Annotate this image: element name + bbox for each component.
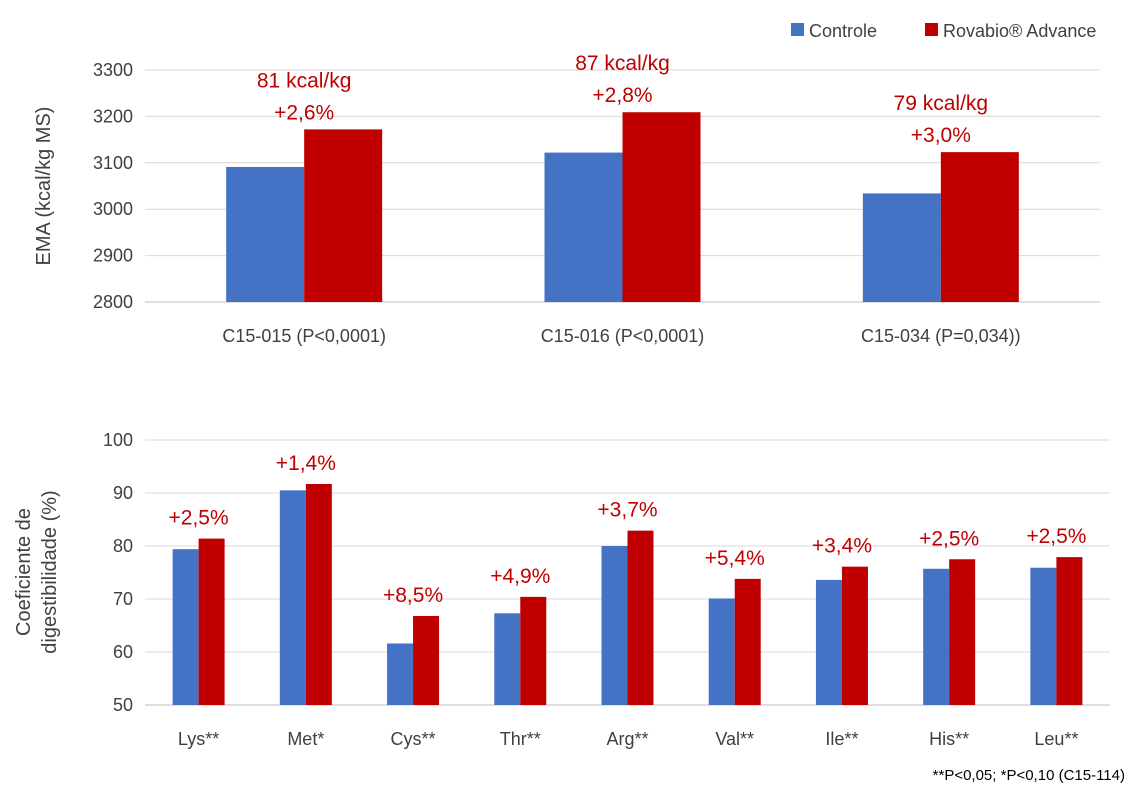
legend-swatch-controle (791, 23, 804, 36)
gain-annotation: +3,4% (812, 535, 872, 558)
gain-annotation-percent: +2,6% (274, 101, 334, 124)
gain-annotation-kcal: 81 kcal/kg (257, 69, 352, 92)
category-label: Lys** (178, 729, 219, 749)
y-tick-label: 3000 (93, 199, 133, 219)
y-tick-label: 50 (113, 695, 133, 715)
category-label: C15-016 (P<0,0001) (541, 326, 705, 346)
bar-controle (708, 598, 735, 705)
category-label: Ile** (825, 729, 858, 749)
legend-label-controle: Controle (809, 21, 877, 41)
gain-annotation-percent: +2,8% (592, 84, 652, 107)
bar-rovabio (520, 596, 547, 705)
y-tick-label: 100 (103, 430, 133, 450)
gain-annotation: +1,4% (276, 452, 336, 475)
y-axis-label-line: Coeficiente de (13, 508, 35, 636)
gain-annotation: +3,7% (597, 499, 657, 522)
gain-annotation: +2,5% (1026, 525, 1086, 548)
category-label: Met* (287, 729, 324, 749)
gain-annotation: +8,5% (383, 584, 443, 607)
digestibility-chart: 50 60 70 80 90 100 Coeficiente de digestibilida… (13, 430, 1110, 749)
bar-controle (923, 568, 950, 705)
category-label: His** (929, 729, 969, 749)
gain-annotation: +2,5% (919, 527, 979, 550)
y-tick-label: 90 (113, 483, 133, 503)
bar-controle (226, 166, 305, 302)
gain-annotation: +2,5% (169, 507, 229, 530)
y-tick-label: 3300 (93, 60, 133, 80)
category-label: Thr** (500, 729, 541, 749)
bar-rovabio (413, 615, 440, 705)
bar-controle (279, 490, 306, 705)
category-label: Arg** (606, 729, 648, 749)
y-axis-label: EMA (kcal/kg MS) (33, 107, 55, 266)
bar-rovabio (940, 152, 1019, 302)
bar-controle (494, 613, 521, 705)
bar-controle (815, 579, 842, 705)
legend: Controle Rovabio® Advance (791, 21, 1096, 41)
gain-annotation: +4,9% (490, 565, 550, 588)
bar-controle (1030, 567, 1057, 705)
gain-annotation-kcal: 87 kcal/kg (575, 52, 670, 75)
y-tick-label: 80 (113, 536, 133, 556)
y-tick-label: 60 (113, 642, 133, 662)
bar-controle (601, 546, 628, 705)
category-label: C15-034 (P=0,034)) (861, 326, 1021, 346)
bar-rovabio (622, 112, 701, 302)
category-label: C15-015 (P<0,0001) (222, 326, 386, 346)
bar-rovabio (949, 559, 976, 705)
bar-rovabio (627, 530, 654, 705)
y-tick-label: 70 (113, 589, 133, 609)
legend-label-rovabio: Rovabio® Advance (943, 21, 1096, 41)
y-tick-label: 3200 (93, 106, 133, 126)
y-axis-label-line: digestibilidade (%) (39, 490, 61, 653)
footnote: **P<0,05; *P<0,10 (C15-114) (933, 767, 1125, 784)
legend-swatch-rovabio (925, 23, 938, 36)
category-label: Val** (715, 729, 754, 749)
y-tick-label: 2800 (93, 292, 133, 312)
gain-annotation-percent: +3,0% (911, 124, 971, 147)
ema-chart: 2800 2900 3000 3100 3200 3300 EMA (kcal/kg MS)… (33, 52, 1100, 346)
bar-rovabio (304, 129, 383, 302)
bar-rovabio (841, 566, 868, 705)
bar-controle (862, 193, 941, 302)
y-axis-label: Coeficiente de digestibilidade (%) (13, 490, 61, 653)
gain-annotation: +5,4% (705, 547, 765, 570)
bar-controle (387, 643, 414, 705)
bar-controle (172, 549, 199, 705)
bar-rovabio (734, 578, 761, 705)
y-tick-label: 3100 (93, 153, 133, 173)
category-label: Cys** (391, 729, 436, 749)
bar-rovabio (305, 483, 332, 705)
y-axis-label-line: EMA (kcal/kg MS) (33, 107, 55, 266)
bar-rovabio (1056, 557, 1083, 705)
category-label: Leu** (1034, 729, 1078, 749)
gain-annotation-kcal: 79 kcal/kg (894, 92, 989, 115)
y-tick-label: 2900 (93, 246, 133, 266)
bar-rovabio (198, 538, 225, 705)
bar-controle (544, 152, 623, 302)
